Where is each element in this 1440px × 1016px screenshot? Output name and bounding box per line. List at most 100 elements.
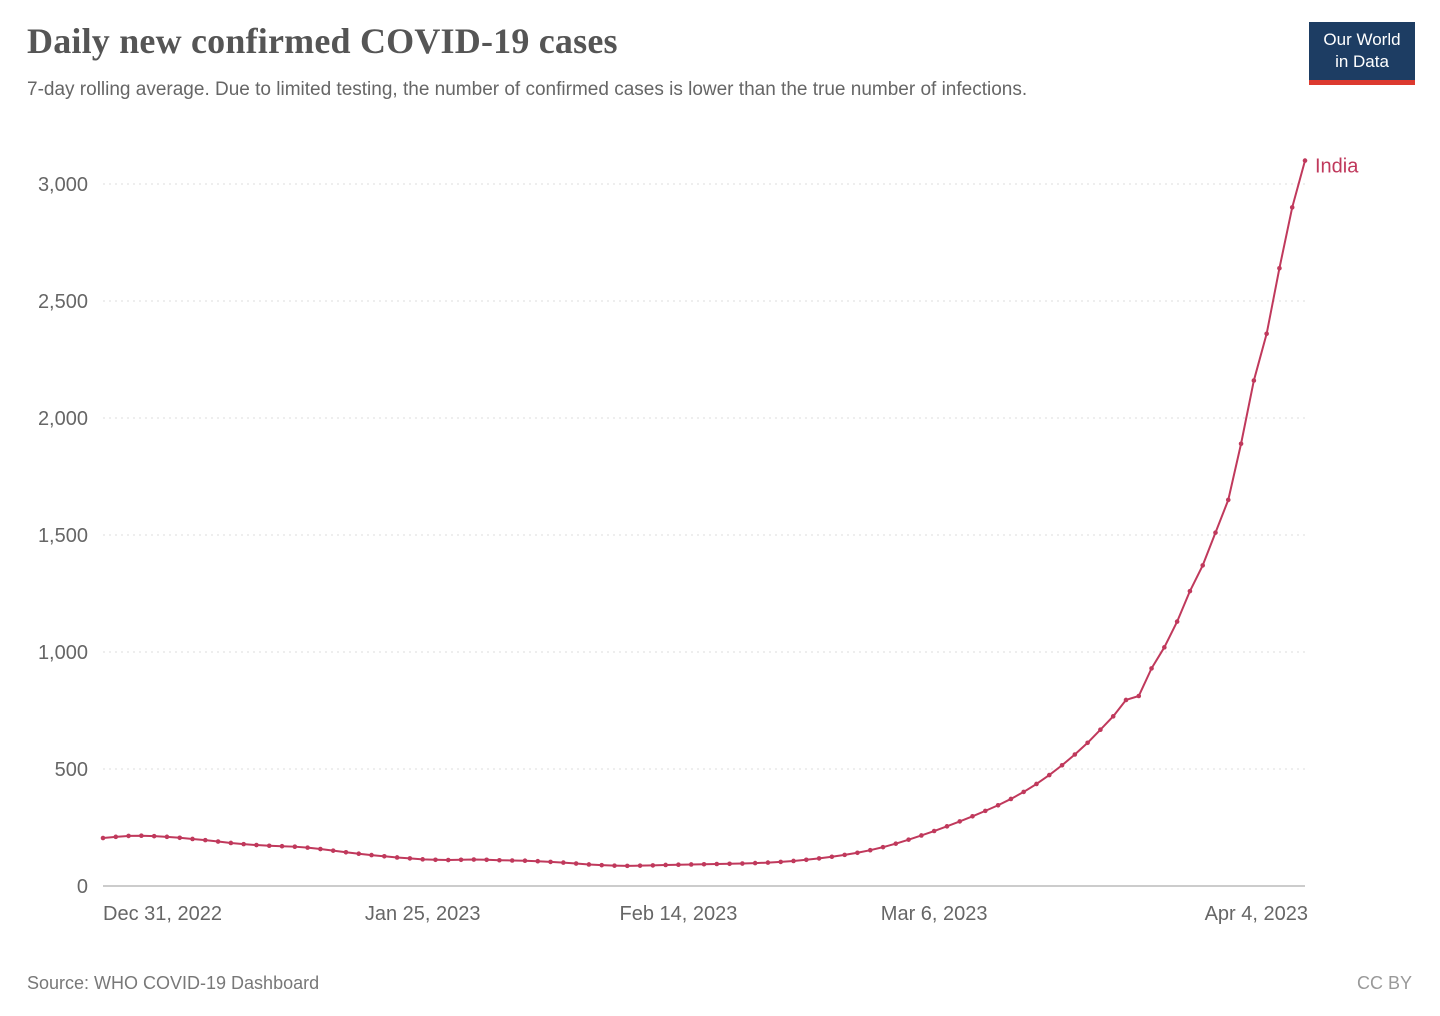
data-point[interactable] (407, 856, 413, 861)
data-point[interactable] (509, 858, 515, 863)
data-point[interactable] (305, 845, 310, 850)
data-point[interactable] (1162, 645, 1167, 650)
data-point[interactable] (931, 828, 937, 834)
data-point[interactable] (1072, 752, 1078, 757)
data-point[interactable] (228, 840, 234, 846)
data-point[interactable] (471, 857, 477, 862)
data-point[interactable] (1264, 331, 1269, 337)
data-point[interactable] (842, 852, 847, 858)
data-point[interactable] (778, 859, 784, 865)
data-point[interactable] (957, 819, 963, 824)
data-point[interactable] (445, 857, 451, 863)
data-point[interactable] (433, 857, 438, 863)
series-line-india[interactable] (102, 160, 1306, 867)
data-point[interactable] (177, 835, 183, 841)
data-point[interactable] (1213, 530, 1218, 535)
data-point[interactable] (369, 852, 374, 858)
data-point[interactable] (573, 861, 579, 866)
data-point[interactable] (1085, 740, 1090, 746)
data-point[interactable] (637, 863, 643, 868)
data-point[interactable] (867, 847, 873, 853)
data-point[interactable] (1174, 619, 1180, 624)
data-point[interactable] (548, 859, 553, 865)
data-point[interactable] (190, 836, 195, 842)
data-point[interactable] (254, 842, 259, 848)
data-point[interactable] (1123, 697, 1129, 703)
data-point[interactable] (1110, 714, 1116, 719)
data-point[interactable] (855, 850, 860, 856)
data-point[interactable] (535, 858, 541, 864)
data-point[interactable] (561, 860, 566, 865)
data-point[interactable] (1187, 588, 1193, 594)
data-point[interactable] (151, 833, 157, 839)
data-point[interactable] (752, 860, 758, 866)
data-point[interactable] (803, 857, 809, 863)
data-point[interactable] (624, 863, 630, 869)
data-point[interactable] (880, 844, 886, 850)
license-link[interactable]: CC BY (1356, 973, 1412, 993)
data-point[interactable] (164, 834, 170, 840)
data-point[interactable] (484, 857, 489, 863)
data-point[interactable] (292, 844, 298, 849)
data-point[interactable] (1289, 205, 1295, 210)
data-point[interactable] (279, 843, 285, 849)
data-point[interactable] (663, 862, 668, 868)
data-point[interactable] (497, 857, 502, 863)
data-point[interactable] (394, 855, 400, 860)
data-point[interactable] (139, 833, 144, 838)
data-point[interactable] (983, 808, 988, 814)
data-point[interactable] (241, 841, 246, 847)
data-point[interactable] (944, 824, 950, 829)
data-point[interactable] (906, 837, 911, 842)
data-point[interactable] (215, 839, 221, 844)
data-point[interactable] (202, 837, 208, 843)
data-point[interactable] (727, 861, 732, 867)
data-point[interactable] (1200, 563, 1206, 568)
data-point[interactable] (970, 813, 975, 819)
data-point[interactable] (113, 834, 119, 840)
data-point[interactable] (522, 858, 528, 864)
data-point[interactable] (382, 853, 387, 859)
data-point[interactable] (1238, 441, 1244, 447)
data-point[interactable] (995, 802, 1001, 808)
data-point[interactable] (1277, 265, 1282, 271)
data-point[interactable] (1059, 762, 1065, 768)
data-point[interactable] (1136, 693, 1142, 699)
data-point[interactable] (701, 861, 707, 867)
data-point[interactable] (1046, 772, 1052, 778)
data-point[interactable] (688, 862, 694, 867)
data-point[interactable] (100, 835, 106, 841)
data-point[interactable] (420, 857, 425, 862)
data-point[interactable] (829, 854, 835, 860)
data-point[interactable] (765, 860, 771, 865)
data-point[interactable] (676, 862, 681, 868)
data-point[interactable] (791, 858, 796, 864)
data-point[interactable] (586, 862, 592, 867)
data-point[interactable] (612, 863, 617, 868)
data-point[interactable] (330, 848, 336, 853)
data-point[interactable] (1225, 497, 1231, 503)
data-point[interactable] (318, 846, 323, 852)
data-point[interactable] (343, 850, 349, 855)
data-point[interactable] (1251, 378, 1257, 383)
data-point[interactable] (126, 833, 131, 839)
data-point[interactable] (458, 857, 464, 863)
data-point[interactable] (356, 851, 362, 857)
owid-logo[interactable]: Our World in Data (1309, 22, 1415, 85)
data-point[interactable] (650, 863, 656, 868)
data-point[interactable] (1008, 796, 1014, 802)
series-label-india: India (1315, 156, 1359, 178)
data-point[interactable] (740, 861, 745, 866)
data-point[interactable] (1021, 789, 1026, 795)
data-point[interactable] (1098, 727, 1103, 732)
data-point[interactable] (893, 841, 899, 846)
data-point[interactable] (1034, 781, 1039, 787)
data-point[interactable] (266, 843, 272, 849)
data-point[interactable] (714, 861, 720, 867)
data-point[interactable] (1302, 158, 1308, 163)
data-point[interactable] (599, 862, 605, 868)
data-point[interactable] (1149, 666, 1154, 671)
data-point[interactable] (816, 856, 822, 861)
data-point[interactable] (919, 833, 924, 838)
